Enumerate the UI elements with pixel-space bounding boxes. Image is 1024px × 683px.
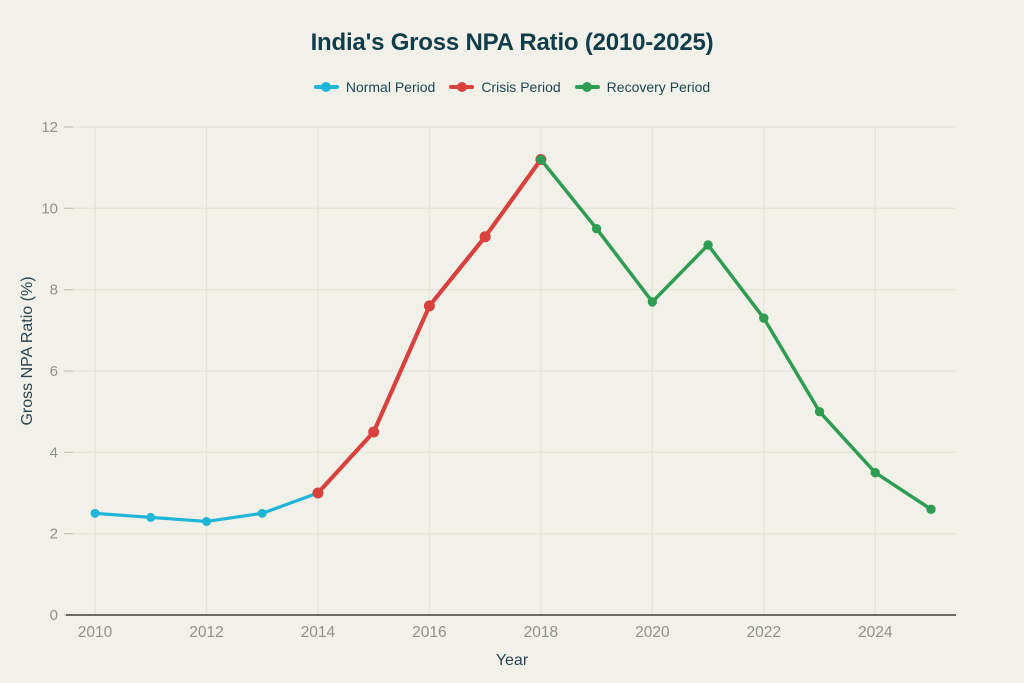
data-point-crisis-period-2017 bbox=[479, 231, 491, 243]
normal-period-dot-icon bbox=[321, 82, 332, 92]
x-tick-label-2010: 2010 bbox=[78, 624, 113, 641]
x-tick-label-2018: 2018 bbox=[524, 624, 558, 641]
x-tick-label-2014: 2014 bbox=[301, 624, 336, 641]
data-point-recovery-period-2019 bbox=[591, 223, 602, 234]
data-point-recovery-period-2022 bbox=[759, 313, 769, 323]
legend-label-crisis-period: Crisis Period bbox=[481, 79, 561, 95]
x-tick-label-2024: 2024 bbox=[858, 624, 893, 641]
crisis-period-line-marker-icon bbox=[449, 82, 475, 92]
data-point-crisis-period-2014 bbox=[312, 487, 324, 499]
legend: Normal Period Crisis Period Recovery Per… bbox=[0, 79, 1024, 95]
data-point-recovery-period-2021 bbox=[703, 240, 713, 250]
data-point-recovery-period-2018 bbox=[536, 154, 546, 165]
recovery-period-line-marker-icon bbox=[574, 82, 600, 92]
data-point-crisis-period-2016 bbox=[423, 300, 435, 312]
data-point-normal-period-2012 bbox=[201, 516, 211, 526]
x-tick-label-2012: 2012 bbox=[189, 624, 223, 641]
legend-item-recovery-period: Recovery Period bbox=[574, 79, 711, 95]
x-tick-label-2020: 2020 bbox=[635, 624, 670, 641]
normal-period-line-marker-icon bbox=[313, 82, 339, 92]
data-point-recovery-period-2020 bbox=[647, 297, 658, 307]
data-point-crisis-period-2015 bbox=[368, 426, 380, 438]
y-tick-label-2: 2 bbox=[50, 526, 58, 543]
crisis-period-dot-icon bbox=[456, 82, 467, 92]
data-point-normal-period-2010 bbox=[90, 508, 100, 518]
data-point-recovery-period-2025 bbox=[926, 504, 936, 514]
y-tick-label-12: 12 bbox=[41, 119, 58, 136]
data-point-recovery-period-2023 bbox=[814, 406, 825, 417]
x-tick-label-2022: 2022 bbox=[747, 624, 781, 641]
y-axis-title: Gross NPA Ratio (%) bbox=[19, 276, 36, 426]
x-tick-label-2016: 2016 bbox=[412, 624, 446, 641]
legend-label-recovery-period: Recovery Period bbox=[606, 79, 711, 95]
data-point-recovery-period-2024 bbox=[870, 467, 880, 478]
legend-item-crisis-period: Crisis Period bbox=[449, 79, 561, 95]
data-point-normal-period-2011 bbox=[146, 512, 156, 522]
recovery-period-dot-icon bbox=[582, 82, 593, 92]
y-tick-label-4: 4 bbox=[50, 444, 58, 461]
y-tick-label-8: 8 bbox=[50, 282, 58, 299]
y-tick-label-10: 10 bbox=[41, 200, 58, 217]
y-tick-label-0: 0 bbox=[50, 607, 58, 624]
chart-title: India's Gross NPA Ratio (2010-2025) bbox=[310, 29, 714, 56]
series-line-recovery-period bbox=[539, 157, 933, 512]
data-point-normal-period-2013 bbox=[257, 508, 267, 518]
legend-label-normal-period: Normal Period bbox=[345, 79, 436, 95]
x-axis-title: Year bbox=[495, 652, 529, 669]
y-tick-label-6: 6 bbox=[50, 363, 58, 380]
legend-item-normal-period: Normal Period bbox=[313, 79, 436, 95]
